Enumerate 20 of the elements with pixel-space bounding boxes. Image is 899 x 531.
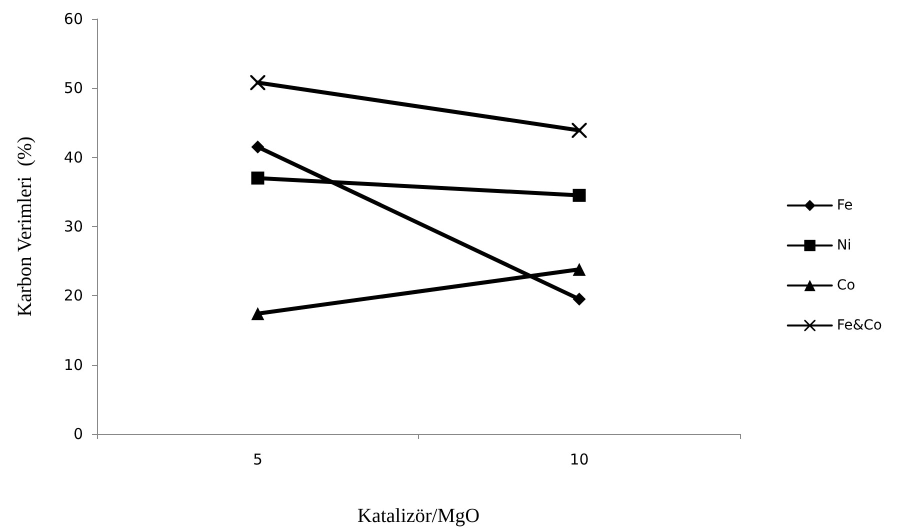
point: [251, 140, 264, 154]
legend-label: Ni: [836, 238, 852, 254]
y-tick-label: 0: [73, 425, 83, 443]
legend-label: Fe&Co: [836, 318, 882, 334]
y-tick-label: 10: [64, 356, 83, 374]
legend-label: Co: [836, 278, 856, 294]
point: [572, 188, 586, 202]
point: [251, 172, 264, 185]
y-tick-label: 30: [64, 218, 83, 236]
legend-label: Fe: [836, 198, 853, 214]
y-tick-label: 40: [64, 148, 83, 166]
y-tick-label: 20: [64, 286, 83, 305]
x-axis-title: Katalizör/MgO: [357, 505, 480, 527]
x-tick-label: 5: [252, 450, 263, 468]
point: [572, 292, 586, 306]
point: [250, 75, 266, 90]
y-axis-title: Karbon Verimleri (%): [14, 136, 36, 317]
y-tick-label: 60: [64, 10, 83, 28]
point: [572, 122, 587, 138]
y-tick-label: 50: [64, 79, 83, 98]
